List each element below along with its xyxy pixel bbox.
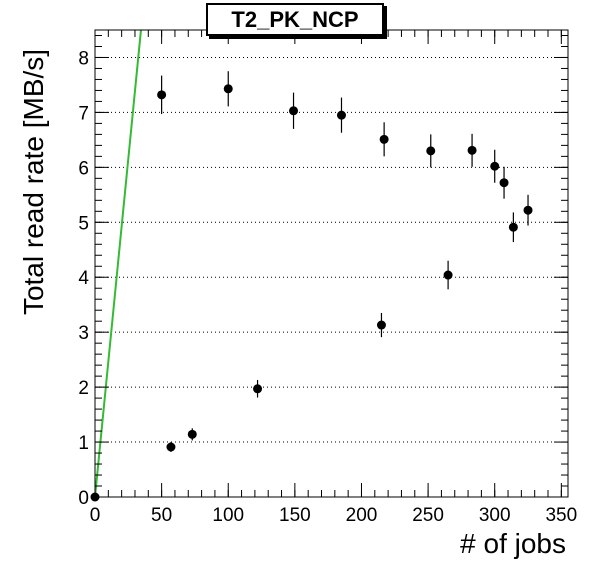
- x-axis-ticks: 0 50 100 150 200 250 300 350: [90, 30, 577, 526]
- data-point: [376, 320, 386, 330]
- x-tick-label: 0: [90, 505, 101, 526]
- y-tick-label: 2: [78, 378, 89, 399]
- data-point: [166, 442, 176, 452]
- plot-area: [95, 30, 568, 497]
- x-tick-label: 100: [212, 505, 244, 526]
- x-axis-label: # of jobs: [460, 528, 566, 559]
- y-tick-label: 1: [78, 433, 89, 454]
- x-tick-label: 250: [412, 505, 444, 526]
- y-tick-label: 8: [78, 48, 89, 69]
- data-point: [379, 134, 389, 144]
- x-tick-label: 50: [151, 505, 172, 526]
- data-point: [508, 222, 518, 232]
- y-tick-label: 5: [78, 213, 89, 234]
- x-tick-label: 200: [346, 505, 378, 526]
- x-tick-label: 300: [479, 505, 511, 526]
- y-axis-ticks: 0 1 2 3 4 5 6 7 8: [78, 34, 568, 509]
- y-tick-label: 0: [78, 488, 89, 509]
- data-point: [490, 161, 500, 171]
- data-point: [426, 146, 436, 156]
- data-point: [223, 84, 233, 94]
- y-axis-label: Total read rate [MB/s]: [18, 48, 49, 316]
- data-point: [187, 429, 197, 439]
- y-tick-label: 6: [78, 158, 89, 179]
- x-tick-label: 150: [279, 505, 311, 526]
- chart-title: T2_PK_NCP: [206, 3, 384, 36]
- x-tick-label: 350: [545, 505, 577, 526]
- data-point: [499, 178, 509, 188]
- grid-lines: [95, 56, 568, 443]
- y-tick-label: 7: [78, 103, 89, 124]
- reference-line-segment: [94, 29, 142, 498]
- data-point: [443, 270, 453, 280]
- data-point: [467, 145, 477, 155]
- y-tick-label: 4: [78, 268, 89, 289]
- data-point: [253, 384, 263, 394]
- data-points: [90, 71, 533, 502]
- data-point: [289, 106, 299, 116]
- data-point: [336, 110, 346, 120]
- data-point: [523, 205, 533, 215]
- reference-line: [94, 29, 142, 498]
- data-point: [157, 90, 167, 100]
- y-tick-label: 3: [78, 323, 89, 344]
